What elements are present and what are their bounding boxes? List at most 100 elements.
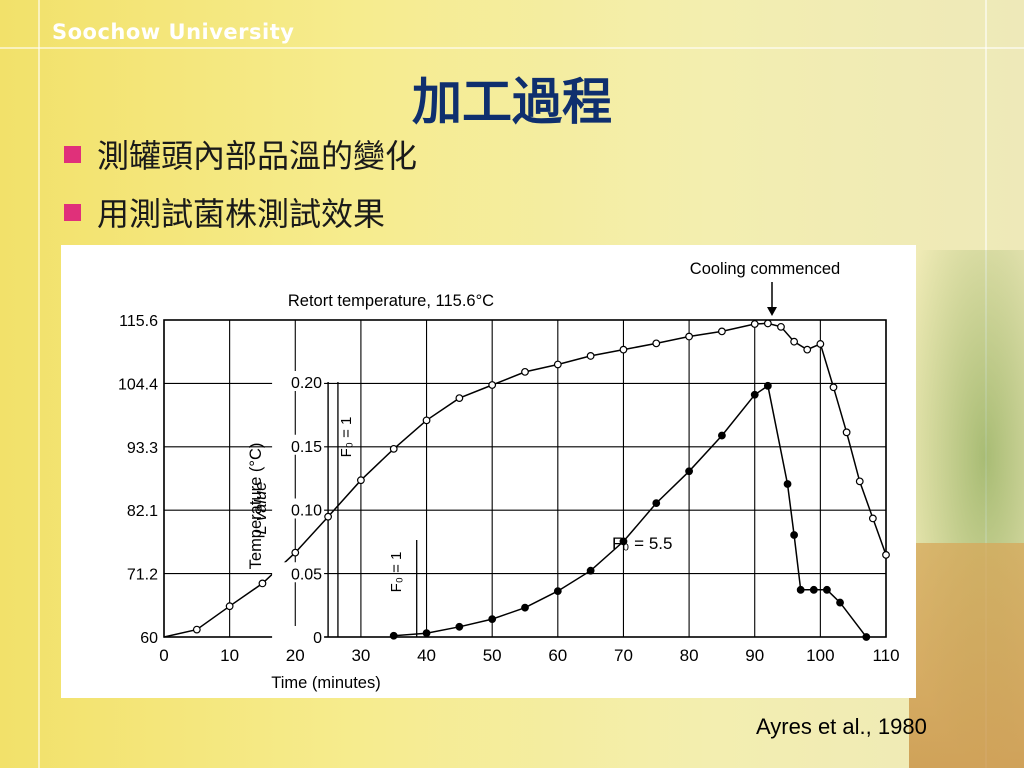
chart-series <box>163 319 890 641</box>
temperature-point <box>422 416 431 425</box>
x-tick-label: 70 <box>614 646 633 665</box>
bullet-item: 測罐頭內部品溫的變化 <box>64 134 418 175</box>
l-value-point <box>586 566 595 575</box>
l-value-point <box>809 585 818 594</box>
y-tick-label: 71.2 <box>127 567 158 584</box>
temperature-point <box>389 444 398 453</box>
l-tick-label: 0.10 <box>291 503 322 520</box>
x-tick-label: 80 <box>680 646 699 665</box>
temperature-point <box>357 476 365 485</box>
l-value-point <box>718 431 726 440</box>
x-tick-label: 40 <box>417 646 436 665</box>
temperature-point <box>455 394 464 403</box>
bullet-text: 用測試菌株測試效果 <box>97 195 386 233</box>
y-tick-label: 82.1 <box>127 503 158 520</box>
l-value-point <box>796 585 805 594</box>
x-tick-label: 10 <box>220 646 239 665</box>
f0-upper-annotation: F₀ = 1 <box>338 417 355 458</box>
y-tick-label: 93.3 <box>127 440 158 457</box>
plant-pot-decoration <box>909 543 1024 768</box>
l-value-point <box>685 467 693 476</box>
x-tick-label: 100 <box>806 646 834 665</box>
temperature-point <box>291 548 300 557</box>
temperature-point <box>803 345 812 354</box>
l-value-axis-label: L value <box>252 482 270 535</box>
f0-series-annotation: F₀ = 5.5 <box>612 534 672 553</box>
temperature-point <box>685 332 693 341</box>
l-tick-label: 0.05 <box>291 566 322 583</box>
l-tick-bg <box>272 626 325 646</box>
temperature-point <box>842 428 851 437</box>
temperature-point <box>324 512 332 521</box>
temperature-point <box>750 320 759 328</box>
y-tick-label: 115.6 <box>119 313 158 330</box>
temperature-point <box>763 319 772 328</box>
temperature-point <box>652 339 661 348</box>
frame-line-top <box>0 47 1024 49</box>
x-tick-label: 90 <box>745 646 764 665</box>
chart-ticks: 0 10 20 30 40 50 60 70 80 90 100 110 60 71.2 82.1 93.3 1… <box>118 313 900 665</box>
temperature-point <box>855 477 864 486</box>
temperature-point <box>619 345 628 354</box>
l-value-point <box>652 499 661 508</box>
l-value-point <box>455 622 464 631</box>
l-value-series-line <box>393 384 867 638</box>
l-value-point <box>488 615 497 624</box>
brand-label: Soochow University <box>52 20 295 44</box>
x-tick-label: 0 <box>159 646 168 665</box>
heat-penetration-chart: 0 10 20 30 40 50 60 70 80 90 100 110 60 71.2 82.1 93.3 1… <box>118 260 900 692</box>
temperature-point <box>790 337 799 346</box>
chart-grid <box>163 319 887 638</box>
temperature-point <box>882 550 890 559</box>
l-value-point <box>783 480 792 488</box>
l-value-point <box>750 390 759 399</box>
l-value-point <box>790 531 799 539</box>
temperature-point <box>521 367 529 376</box>
x-tick-label: 110 <box>872 646 899 665</box>
x-tick-label: 20 <box>286 646 305 665</box>
chart-title: Retort temperature, 115.6°C <box>288 292 494 310</box>
l-tick-bg <box>272 371 325 391</box>
temperature-point <box>258 579 267 588</box>
x-tick-label: 50 <box>483 646 502 665</box>
bullet-square-icon <box>64 203 81 221</box>
temperature-point <box>829 383 838 392</box>
cooling-arrowhead <box>767 307 777 316</box>
frame-line-left <box>38 0 40 768</box>
x-axis-label: Time (minutes) <box>271 674 380 692</box>
l-value-point <box>521 603 529 612</box>
l-value-point <box>823 585 831 594</box>
temperature-point <box>192 625 201 634</box>
l-value-point <box>553 587 562 596</box>
temperature-point <box>553 360 562 369</box>
l-tick-label: 0.20 <box>291 375 322 392</box>
l-tick-label: 0 <box>313 630 322 647</box>
temperature-point <box>586 352 595 360</box>
temperature-point <box>718 327 726 336</box>
l-value-point <box>836 598 844 607</box>
bullet-text: 測罐頭內部品溫的變化 <box>97 137 418 175</box>
l-tick-bg <box>272 562 325 583</box>
l-value-point <box>619 537 628 546</box>
cooling-annotation: Cooling commenced <box>690 260 840 278</box>
slide-title: 加工過程 <box>412 73 612 131</box>
x-tick-label: 60 <box>548 646 567 665</box>
temperature-point <box>777 322 785 331</box>
l-tick-bg <box>272 434 325 455</box>
bullet-square-icon <box>64 145 81 163</box>
temperature-point <box>816 340 825 348</box>
temperature-point <box>225 602 234 611</box>
l-tick-bg <box>272 498 325 519</box>
bullet-list: 測罐頭內部品溫的變化 用測試菌株測試效果 <box>64 134 417 250</box>
f0-lower-annotation: F₀ = 1 <box>388 552 405 593</box>
l-tick-label: 0.15 <box>291 439 322 456</box>
l-value-point <box>763 381 772 390</box>
plot-frame <box>163 319 887 638</box>
source-credit: Ayres et al., 1980 <box>756 714 927 739</box>
x-tick-label: 30 <box>351 646 370 665</box>
y-tick-label: 60 <box>140 630 158 647</box>
l-value-point <box>862 633 871 641</box>
temperature-point <box>488 381 497 389</box>
l-value-point <box>389 631 398 640</box>
bullet-item: 用測試菌株測試效果 <box>64 192 417 233</box>
